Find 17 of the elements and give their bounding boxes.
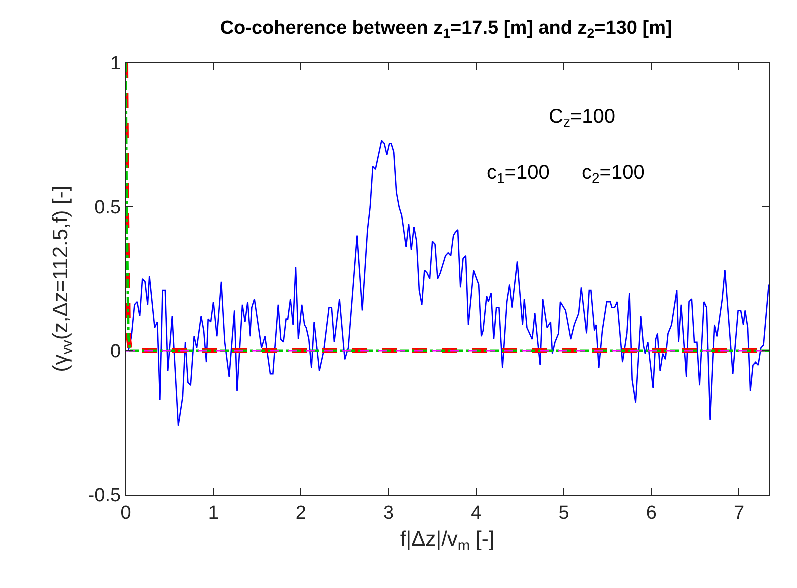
x-axis-title: f|Δz|/v$_{m}$ [-]	[400, 528, 495, 555]
y-tick-label: -0.5	[88, 486, 122, 507]
chart-title: Co-coherence between z$_{1}$=17.5 [m] and z$_{2}$=130 [m]	[220, 18, 672, 41]
annotation: c$_{2}$=100	[582, 162, 645, 186]
x-tick-label: 6	[646, 502, 657, 524]
y-tick-label: 1	[110, 54, 122, 75]
line-series	[126, 140, 769, 427]
y-tick-label: 0.5	[94, 198, 122, 219]
annotation: c$_{1}$=100	[487, 162, 550, 186]
annotation: C$_{z}$=100	[549, 106, 616, 130]
x-tick-label: 4	[471, 502, 482, 524]
x-tick-label: 3	[384, 502, 394, 524]
x-tick-label: 2	[296, 502, 306, 524]
x-tick-label: 7	[734, 502, 745, 524]
x-tick-label: 1	[208, 502, 219, 524]
y-tick-label: 0	[110, 342, 122, 363]
x-tick-label: 5	[558, 502, 570, 524]
